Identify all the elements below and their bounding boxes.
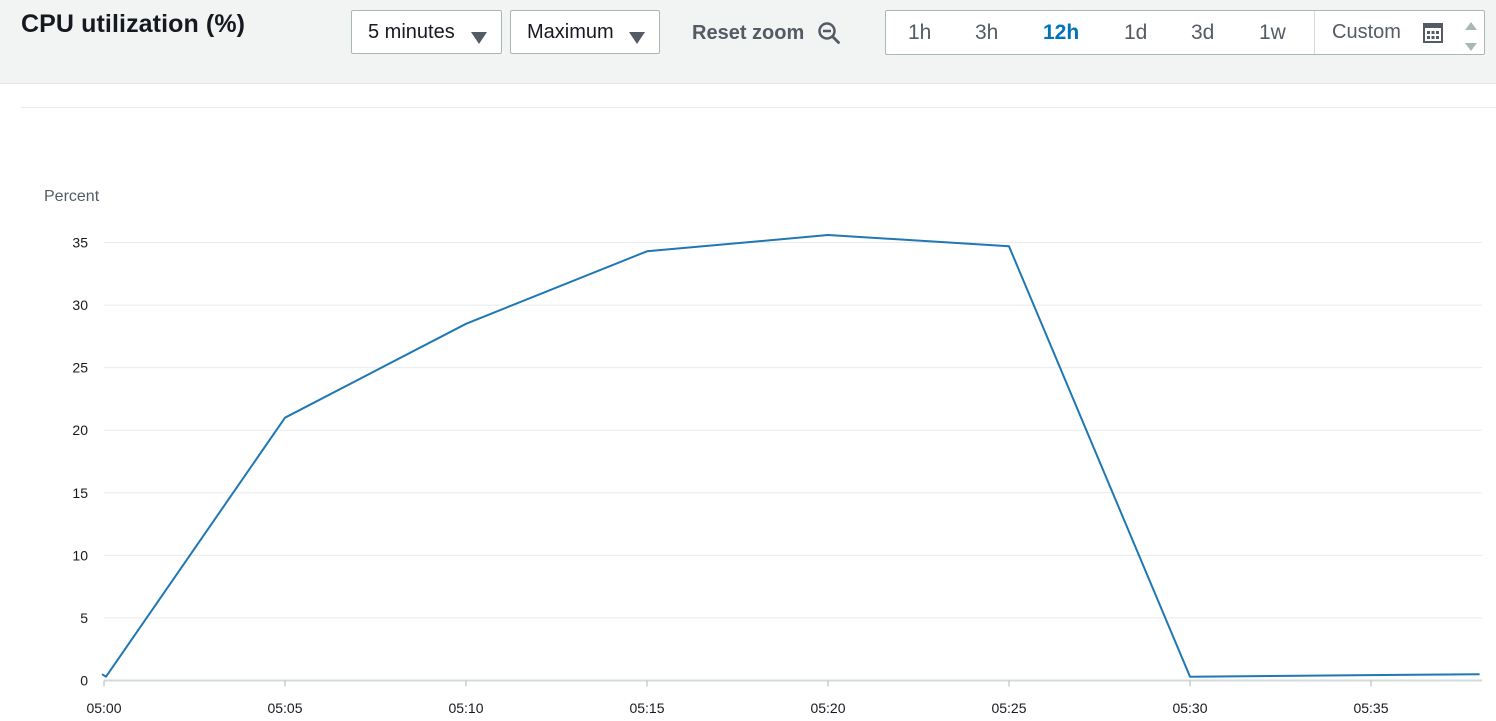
y-tick-label: 0: [80, 673, 88, 689]
y-tick-label: 15: [72, 485, 88, 501]
y-tick-label: 35: [72, 235, 88, 251]
x-tick-label: 05:15: [629, 700, 664, 716]
x-tick-label: 05:35: [1353, 700, 1388, 716]
y-tick-label: 30: [72, 297, 88, 313]
x-tick-label: 05:20: [810, 700, 845, 716]
x-tick-label: 05:00: [86, 700, 121, 716]
x-tick-label: 05:25: [991, 700, 1026, 716]
y-tick-label: 10: [72, 547, 88, 563]
y-tick-label: 20: [72, 422, 88, 438]
y-tick-label: 5: [80, 610, 88, 626]
y-tick-label: 25: [72, 360, 88, 376]
x-tick-label: 05:10: [448, 700, 483, 716]
x-tick-label: 05:05: [267, 700, 302, 716]
y-axis-title: Percent: [44, 188, 100, 205]
x-tick-label: 05:30: [1172, 700, 1207, 716]
series-line[interactable]: [102, 235, 1480, 677]
